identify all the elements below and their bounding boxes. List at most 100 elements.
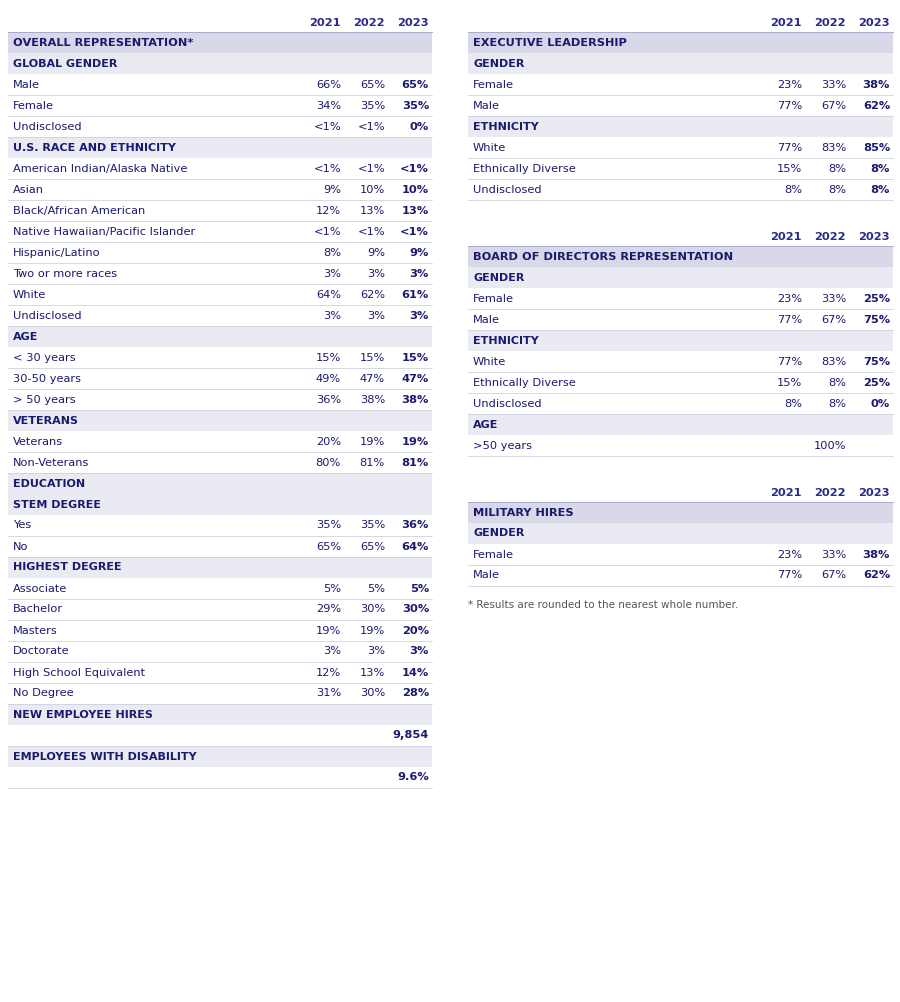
Bar (468, 53, 893, 74)
Text: 12%: 12% (316, 667, 341, 677)
Text: 35%: 35% (360, 520, 385, 530)
Text: 19%: 19% (360, 625, 385, 635)
Text: 19%: 19% (401, 437, 429, 447)
Text: <1%: <1% (400, 226, 429, 236)
Text: <1%: <1% (313, 226, 341, 236)
Text: 65%: 65% (360, 79, 385, 89)
Text: White: White (13, 290, 46, 300)
Bar (8, 389, 432, 410)
Text: 8%: 8% (828, 378, 846, 388)
Text: 8%: 8% (828, 399, 846, 409)
Text: 2023: 2023 (859, 232, 890, 242)
Text: 2022: 2022 (354, 18, 385, 28)
Text: Associate: Associate (13, 583, 68, 593)
Text: 3%: 3% (410, 646, 429, 656)
Text: AGE: AGE (13, 332, 39, 342)
Text: <1%: <1% (357, 163, 385, 173)
Text: STEM DEGREE: STEM DEGREE (13, 500, 101, 509)
Text: Female: Female (473, 79, 514, 89)
Text: 3%: 3% (367, 311, 385, 321)
Text: 8%: 8% (323, 247, 341, 258)
Text: Asian: Asian (13, 184, 44, 194)
Text: NEW EMPLOYEE HIRES: NEW EMPLOYEE HIRES (13, 709, 153, 719)
Bar (8, 326, 432, 347)
Bar (8, 410, 432, 431)
Text: 23%: 23% (777, 79, 802, 89)
Bar (468, 309, 893, 330)
Bar (8, 368, 432, 389)
Text: 8%: 8% (828, 163, 846, 173)
Bar (8, 200, 432, 221)
Text: <1%: <1% (357, 226, 385, 236)
Text: 20%: 20% (316, 437, 341, 447)
Text: 23%: 23% (777, 549, 802, 559)
Bar (8, 725, 432, 746)
Bar (8, 641, 432, 662)
Text: Two or more races: Two or more races (13, 269, 117, 279)
Text: 77%: 77% (777, 357, 802, 367)
Bar (8, 494, 432, 515)
Text: 5%: 5% (367, 583, 385, 593)
Text: 28%: 28% (401, 688, 429, 698)
Bar (8, 179, 432, 200)
Bar (8, 242, 432, 263)
Bar (8, 683, 432, 704)
Text: OVERALL REPRESENTATION*: OVERALL REPRESENTATION* (13, 37, 193, 47)
Text: 36%: 36% (316, 395, 341, 405)
Text: 5%: 5% (410, 583, 429, 593)
Text: 30-50 years: 30-50 years (13, 374, 81, 384)
Text: EMPLOYEES WITH DISABILITY: EMPLOYEES WITH DISABILITY (13, 752, 196, 762)
Text: White: White (473, 142, 506, 152)
Text: 0%: 0% (410, 121, 429, 131)
Text: White: White (473, 357, 506, 367)
Text: 77%: 77% (777, 315, 802, 325)
Text: 8%: 8% (784, 184, 802, 194)
Text: Undisclosed: Undisclosed (473, 184, 542, 194)
Bar (468, 158, 893, 179)
Bar (8, 557, 432, 578)
Text: 12%: 12% (316, 205, 341, 215)
Text: Male: Male (473, 570, 500, 580)
Text: 31%: 31% (316, 688, 341, 698)
Text: 33%: 33% (821, 79, 846, 89)
Text: Black/African American: Black/African American (13, 205, 145, 215)
Text: 49%: 49% (316, 374, 341, 384)
Text: 36%: 36% (401, 520, 429, 530)
Text: * Results are rounded to the nearest whole number.: * Results are rounded to the nearest who… (468, 600, 738, 610)
Bar (8, 746, 432, 767)
Text: Yes: Yes (13, 520, 32, 530)
Text: No: No (13, 541, 29, 551)
Text: 19%: 19% (316, 625, 341, 635)
Text: 35%: 35% (316, 520, 341, 530)
Text: 25%: 25% (863, 378, 890, 388)
Bar (8, 305, 432, 326)
Text: Hispanic/Latino: Hispanic/Latino (13, 247, 101, 258)
Text: < 30 years: < 30 years (13, 353, 76, 363)
Text: 8%: 8% (784, 399, 802, 409)
Text: BOARD OF DIRECTORS REPRESENTATION: BOARD OF DIRECTORS REPRESENTATION (473, 252, 734, 262)
Text: <1%: <1% (313, 163, 341, 173)
Text: Undisclosed: Undisclosed (13, 121, 82, 131)
Text: Undisclosed: Undisclosed (473, 399, 542, 409)
Text: 2021: 2021 (770, 18, 802, 28)
Text: Doctorate: Doctorate (13, 646, 69, 656)
Bar (468, 393, 893, 414)
Text: 2021: 2021 (770, 232, 802, 242)
Text: 67%: 67% (821, 100, 846, 110)
Text: Undisclosed: Undisclosed (13, 311, 82, 321)
Bar (8, 221, 432, 242)
Bar (468, 372, 893, 393)
Text: 62%: 62% (360, 290, 385, 300)
Text: 83%: 83% (821, 142, 846, 152)
Text: U.S. RACE AND ETHNICITY: U.S. RACE AND ETHNICITY (13, 142, 176, 152)
Text: <1%: <1% (313, 121, 341, 131)
Text: 2023: 2023 (859, 488, 890, 498)
Bar (8, 767, 432, 788)
Text: AGE: AGE (473, 420, 499, 430)
Text: <1%: <1% (357, 121, 385, 131)
Text: No Degree: No Degree (13, 688, 74, 698)
Text: <1%: <1% (400, 163, 429, 173)
Text: 15%: 15% (360, 353, 385, 363)
Bar (8, 536, 432, 557)
Bar (8, 284, 432, 305)
